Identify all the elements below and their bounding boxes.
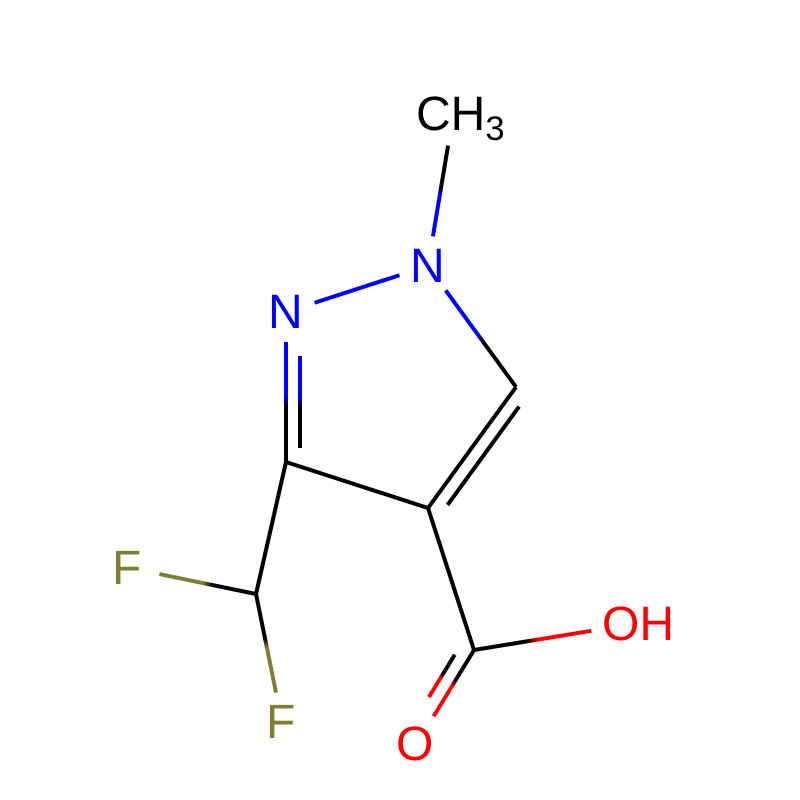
bond: [433, 146, 448, 237]
bond: [428, 508, 474, 650]
bond: [286, 462, 428, 508]
bond: [474, 631, 591, 650]
bond: [315, 275, 400, 303]
atom-label-n2: N: [268, 286, 303, 339]
bond: [159, 574, 256, 594]
atom-label-ch3: CH3: [416, 88, 505, 148]
bond: [256, 594, 276, 693]
atom-label-n1: N: [410, 240, 445, 293]
atom-label-oh: OH: [602, 598, 674, 651]
atom-label-o: O: [396, 718, 433, 771]
bond: [446, 290, 516, 387]
bond: [448, 407, 520, 505]
bond: [256, 462, 286, 594]
atom-label-f2: F: [266, 696, 295, 749]
molecule-diagram: CH3 N N F F O OH: [0, 0, 800, 800]
bond: [428, 387, 516, 508]
atom-label-f1: F: [112, 542, 141, 595]
